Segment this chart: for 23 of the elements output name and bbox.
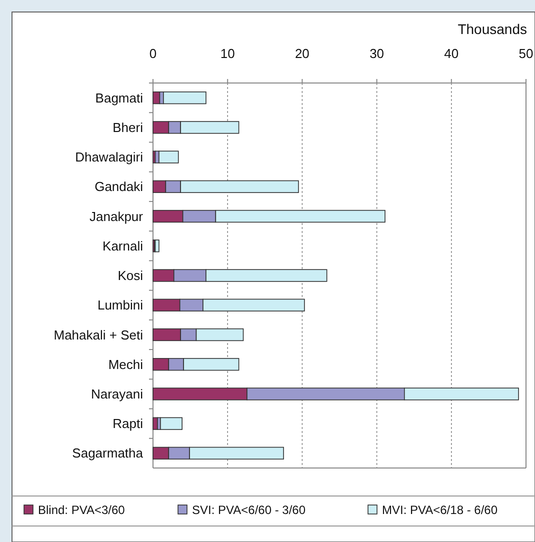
- y-tick-label: Mechi: [108, 356, 144, 372]
- y-tick-label: Rapti: [112, 416, 144, 432]
- x-tick-label: 30: [370, 46, 384, 61]
- y-tick-label: Lumbini: [97, 298, 144, 313]
- x-tick-label: 40: [444, 46, 459, 61]
- y-tick-label: Dhawalagiri: [75, 150, 144, 165]
- y-tick-label: Janakpur: [90, 208, 144, 224]
- legend-label: Blind: PVA<3/60: [38, 503, 126, 517]
- y-tick-label: Bheri: [112, 120, 144, 135]
- y-tick-label: Gandaki: [94, 179, 144, 194]
- x-tick-label: 50: [518, 46, 534, 61]
- y-tick-label: Bagmati: [95, 90, 144, 106]
- y-tick-label: Sagarmatha: [72, 446, 144, 461]
- y-tick-label: Narayani: [90, 386, 144, 402]
- legend-label: MVI: PVA<6/18 - 6/60: [382, 503, 498, 517]
- y-tick-label: Karnali: [102, 238, 144, 254]
- x-tick-label: 10: [220, 46, 235, 61]
- x-tick-label: 0: [149, 46, 157, 61]
- x-axis-title: Thousands: [458, 21, 527, 37]
- x-tick-label: 20: [294, 46, 310, 61]
- y-tick-label: Kosi: [118, 268, 144, 284]
- y-tick-label: Mahakali + Seti: [54, 327, 144, 342]
- legend-label: SVI: PVA<6/60 - 3/60: [192, 503, 306, 517]
